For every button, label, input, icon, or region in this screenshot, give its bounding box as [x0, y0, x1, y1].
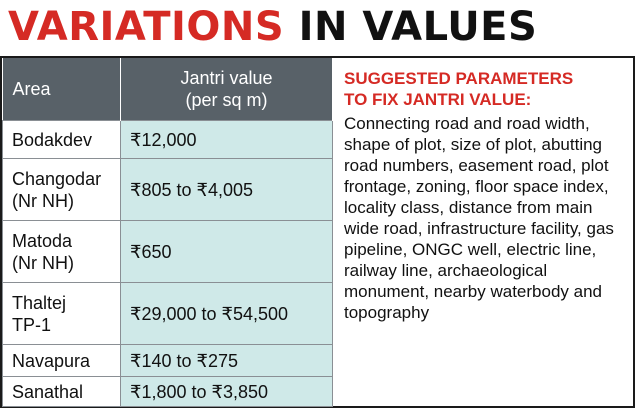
area-header: Area [2, 58, 121, 121]
area-name: Sanathal [12, 381, 84, 402]
value-cell: ₹12,000 [120, 120, 333, 159]
table-header-row: Area Jantri value (per sq m) [2, 58, 333, 121]
content-panel: Area Jantri value (per sq m) Bodakdev ₹1… [0, 56, 635, 408]
area-cell: Changodar (Nr NH) [2, 158, 121, 221]
value-cell: ₹140 to ₹275 [120, 344, 333, 377]
table-row: Sanathal ₹1,800 to ₹3,850 [2, 376, 333, 407]
value-cell: ₹29,000 to ₹54,500 [120, 282, 333, 345]
area-cell: Navapura [2, 344, 121, 377]
area-name: Matoda [12, 230, 73, 251]
area-name: Thaltej [12, 292, 67, 313]
area-note: (Nr NH) [12, 252, 74, 273]
value-header: Jantri value (per sq m) [120, 58, 333, 121]
table-row: Bodakdev ₹12,000 [2, 120, 333, 159]
parameters-text: Connecting road and road width, shape of… [344, 114, 614, 322]
area-cell: Sanathal [2, 376, 121, 407]
area-note: TP-1 [12, 314, 52, 335]
parameters-section: SUGGESTED PARAMETERS TO FIX JANTRI VALUE… [344, 68, 628, 323]
parameters-heading: SUGGESTED PARAMETERS TO FIX JANTRI VALUE… [344, 68, 628, 110]
area-cell: Thaltej TP-1 [2, 282, 121, 345]
table-row: Navapura ₹140 to ₹275 [2, 344, 333, 377]
table-row: Changodar (Nr NH) ₹805 to ₹4,005 [2, 158, 333, 221]
area-note: (Nr NH) [12, 190, 74, 211]
page-title: VARIATIONS IN VALUES [8, 2, 537, 52]
value-cell: ₹650 [120, 220, 333, 283]
parameters-heading-line2: TO FIX JANTRI VALUE: [344, 90, 532, 109]
table-row: Matoda (Nr NH) ₹650 [2, 220, 333, 283]
value-header-line1: Jantri value [180, 68, 273, 88]
value-header-line2: (per sq m) [185, 90, 268, 110]
title-part-black: IN VALUES [298, 4, 538, 50]
area-cell: Bodakdev [2, 120, 121, 159]
area-name: Bodakdev [12, 129, 93, 150]
value-cell: ₹805 to ₹4,005 [120, 158, 333, 221]
area-cell: Matoda (Nr NH) [2, 220, 121, 283]
area-name: Navapura [12, 350, 91, 371]
table-row: Thaltej TP-1 ₹29,000 to ₹54,500 [2, 282, 333, 345]
jantri-table: Area Jantri value (per sq m) Bodakdev ₹1… [2, 58, 333, 407]
parameters-heading-line1: SUGGESTED PARAMETERS [344, 69, 574, 88]
area-name: Changodar [12, 168, 102, 189]
title-part-red: VARIATIONS [8, 4, 285, 50]
value-cell: ₹1,800 to ₹3,850 [120, 376, 333, 407]
